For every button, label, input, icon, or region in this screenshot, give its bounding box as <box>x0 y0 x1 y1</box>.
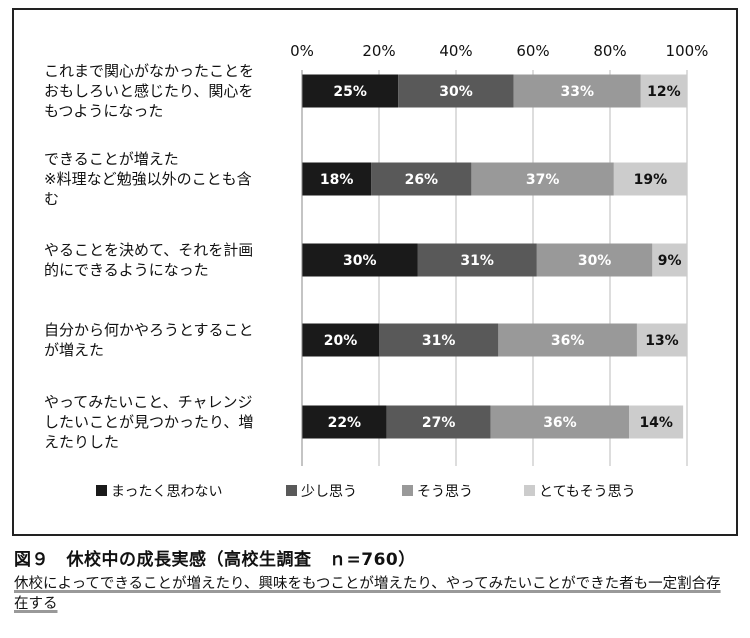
data-label: 37% <box>526 172 560 188</box>
x-tick-label: 20% <box>362 42 395 60</box>
figure-caption: 図９ 休校中の成長実感（高校生調査 ｎ=760） 休校によってできることが増えた… <box>14 549 738 614</box>
legend-label: とてもそう思う <box>539 484 636 500</box>
chart-frame: 0% 20% 40% 60% 80% 100% これまで関心がなかったことを おもしろいと感じ… <box>12 8 738 536</box>
category-label: これまで関心がなかったことを <box>44 62 254 80</box>
category-label: もつようになった <box>44 102 163 120</box>
category-label: 自分から何かやろうとすること <box>44 321 254 339</box>
data-label: 30% <box>578 253 612 269</box>
legend-label: 少し思う <box>301 484 357 500</box>
x-tick-label: 60% <box>516 42 549 60</box>
data-label: 12% <box>647 84 681 100</box>
data-label: 22% <box>328 415 362 431</box>
figure-title: 図９ 休校中の成長実感（高校生調査 ｎ=760） <box>14 550 416 570</box>
data-label: 27% <box>422 415 456 431</box>
bar-segment <box>513 74 641 108</box>
data-label: 18% <box>320 172 354 188</box>
bar-segment <box>536 243 653 277</box>
bar-segment <box>417 243 537 277</box>
data-label: 9% <box>658 253 682 269</box>
bar-segment <box>302 323 379 357</box>
bar-segment <box>629 405 684 439</box>
data-label: 31% <box>460 253 494 269</box>
bar-segment <box>471 162 614 196</box>
data-label: 14% <box>639 415 673 431</box>
category-label: やることを決めて、それを計画 <box>44 241 253 259</box>
data-label: 36% <box>543 415 577 431</box>
data-label: 19% <box>634 172 668 188</box>
bar-segment <box>379 323 499 357</box>
category-label: おもしろいと感じたり、関心を <box>44 82 253 100</box>
bar-segment <box>640 74 687 108</box>
data-label: 36% <box>551 333 585 349</box>
legend-swatch <box>96 485 107 496</box>
bar-segment <box>498 323 637 357</box>
bar-segment <box>490 405 630 439</box>
legend-swatch <box>286 485 297 496</box>
category-label: ※料理など勉強以外のことも含 <box>44 170 252 188</box>
bar-segment <box>302 162 372 196</box>
legend-swatch <box>524 485 535 496</box>
category-label: できることが増えた <box>44 150 179 168</box>
category-label: が増えた <box>44 341 104 359</box>
data-label: 20% <box>324 333 358 349</box>
data-label: 26% <box>405 172 439 188</box>
data-label: 13% <box>645 333 679 349</box>
legend-label: そう思う <box>417 484 473 500</box>
data-label: 30% <box>343 253 377 269</box>
bar-segment <box>386 405 491 439</box>
bar-segment <box>398 74 514 108</box>
figure-description: 休校によってできることが増えたり、興味をもつことが増えたり、やってみたいことがで… <box>14 576 721 612</box>
bar-segment <box>302 405 387 439</box>
category-label: 的にできるようになった <box>44 261 209 279</box>
data-label: 33% <box>561 84 595 100</box>
data-label: 30% <box>439 84 473 100</box>
bar-segment <box>302 243 418 277</box>
category-label: したいことが見つかったり、増 <box>44 413 253 431</box>
category-label: む <box>44 190 59 208</box>
category-label: やってみたいこと、チャレンジ <box>44 393 253 411</box>
x-tick-label: 80% <box>593 42 626 60</box>
data-label: 25% <box>333 84 367 100</box>
bar-segment <box>613 162 687 196</box>
category-label: えたりした <box>44 433 119 451</box>
x-tick-label: 40% <box>439 42 472 60</box>
bar-segment <box>371 162 472 196</box>
bar-segment <box>636 323 687 357</box>
legend-label: まったく思わない <box>111 484 222 500</box>
stacked-bar-chart: 0% 20% 40% 60% 80% 100% これまで関心がなかったことをおもしろいと感じ… <box>44 42 709 500</box>
x-tick-label: 0% <box>290 42 314 60</box>
x-tick-label: 100% <box>666 42 709 60</box>
bar-segment <box>652 243 687 277</box>
data-label: 31% <box>422 333 456 349</box>
bar-segment <box>302 74 399 108</box>
legend-swatch <box>402 485 413 496</box>
